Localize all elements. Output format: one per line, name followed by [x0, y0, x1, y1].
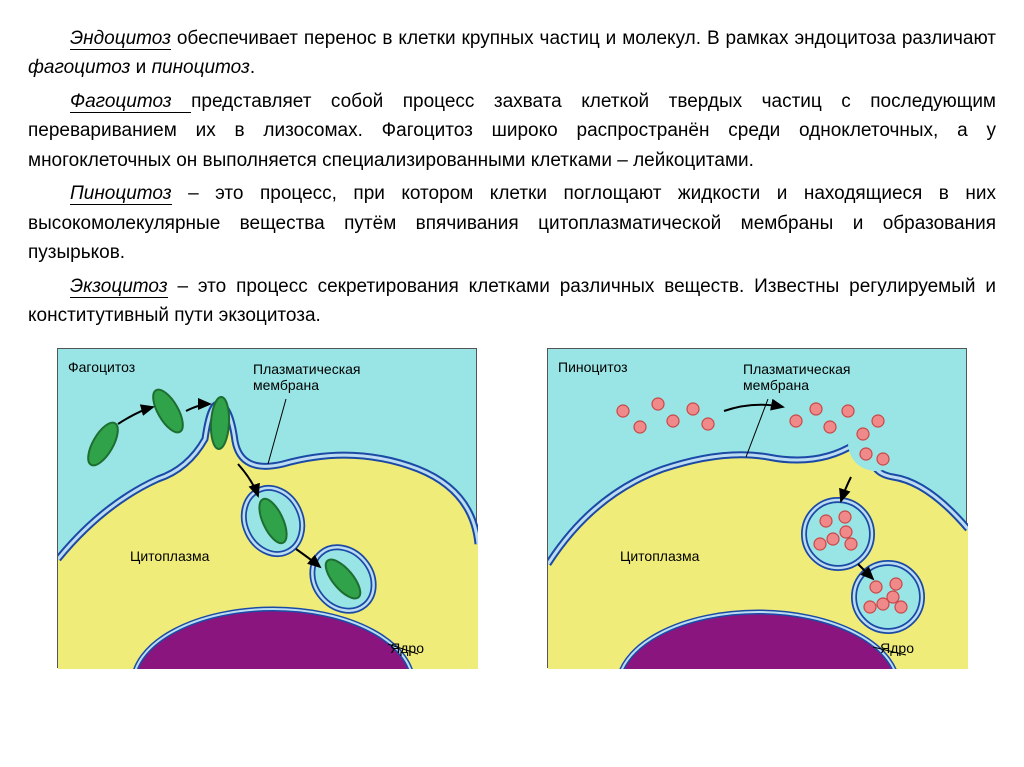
phago-cytoplasm-label: Цитоплазма	[130, 546, 209, 568]
term-phagocytosis: Фагоцитоз	[70, 91, 191, 113]
diagram-row: Фагоцитоз Плазматическаямембрана Цитопла…	[28, 348, 996, 668]
para-pinocytosis: Пиноцитоз – это процесс, при котором кле…	[28, 179, 996, 267]
para-endocytosis: Эндоцитоз обеспечивает перенос в клетки …	[28, 24, 996, 83]
para-exocytosis: Экзоцитоз – это процесс секретирования к…	[28, 272, 996, 331]
pino-cytoplasm-label: Цитоплазма	[620, 546, 699, 568]
pino-title: Пиноцитоз	[558, 357, 628, 379]
figure-pinocytosis: Пиноцитоз Плазматическаямембрана Цитопла…	[547, 348, 967, 668]
pino-nucleus-label: Ядро	[880, 638, 914, 660]
phago-title: Фагоцитоз	[68, 357, 135, 379]
figure-phagocytosis: Фагоцитоз Плазматическаямембрана Цитопла…	[57, 348, 477, 668]
phago-membrane-label: Плазматическаямембрана	[253, 361, 361, 393]
term-endocytosis: Эндоцитоз	[70, 28, 171, 50]
pino-membrane-label: Плазматическаямембрана	[743, 361, 851, 393]
phago-nucleus-label: Ядро	[390, 638, 424, 660]
term-pinocytosis: Пиноцитоз	[70, 183, 172, 205]
term-exocytosis: Экзоцитоз	[70, 276, 168, 298]
para-phagocytosis: Фагоцитоз представляет собой процесс зах…	[28, 87, 996, 175]
